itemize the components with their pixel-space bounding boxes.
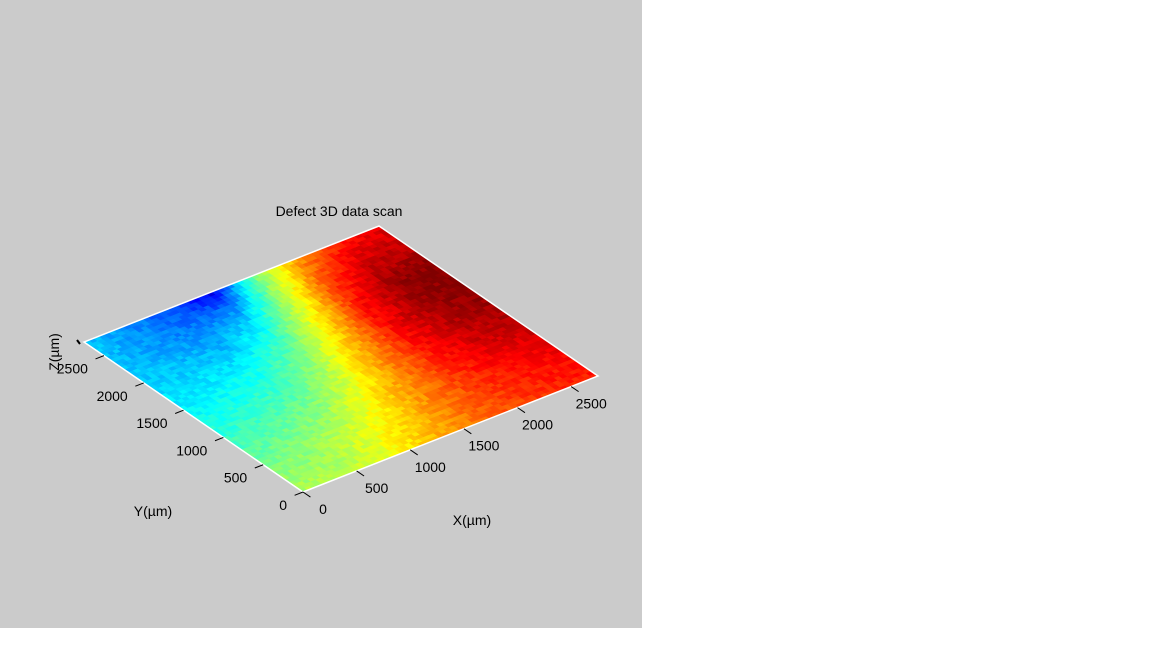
y-tick xyxy=(95,355,105,360)
x-tick-label: 2500 xyxy=(576,396,607,412)
x-tick-label: 2000 xyxy=(522,417,553,433)
x-axis-label: X(µm) xyxy=(453,512,491,528)
y-tick-label: 2000 xyxy=(97,388,128,404)
y-tick xyxy=(174,409,184,414)
x-tick xyxy=(570,386,579,393)
y-tick xyxy=(135,382,144,387)
y-tick xyxy=(214,436,224,442)
chart-title: Defect 3D data scan xyxy=(276,203,403,219)
blank-area xyxy=(642,0,1152,648)
x-tick xyxy=(409,449,418,456)
z-axis-label: Z(µm) xyxy=(46,333,62,371)
surface xyxy=(84,226,598,492)
y-tick-label: 1500 xyxy=(136,415,167,431)
x-tick-label: 0 xyxy=(319,501,327,517)
y-tick xyxy=(294,491,304,496)
x-tick xyxy=(302,491,311,498)
surface-plot[interactable]: Defect 3D data scan 0 500 1000 1500 2000 2500… xyxy=(0,0,642,628)
figure-panel: Defect 3D data scan 0 500 1000 1500 2000 2500… xyxy=(0,0,642,628)
z-axis xyxy=(76,339,81,345)
y-tick-label: 1000 xyxy=(176,442,207,458)
x-tick xyxy=(356,470,365,477)
y-tick-label: 500 xyxy=(224,470,248,486)
x-tick xyxy=(517,407,526,414)
x-tick-label: 1500 xyxy=(468,438,499,454)
y-tick-label: 0 xyxy=(279,497,287,513)
x-tick-label: 1000 xyxy=(415,459,446,475)
y-axis-label: Y(µm) xyxy=(134,503,172,519)
x-tick-label: 500 xyxy=(365,480,389,496)
y-tick xyxy=(254,464,264,469)
z-axis-line xyxy=(76,339,81,345)
x-tick xyxy=(463,428,472,435)
